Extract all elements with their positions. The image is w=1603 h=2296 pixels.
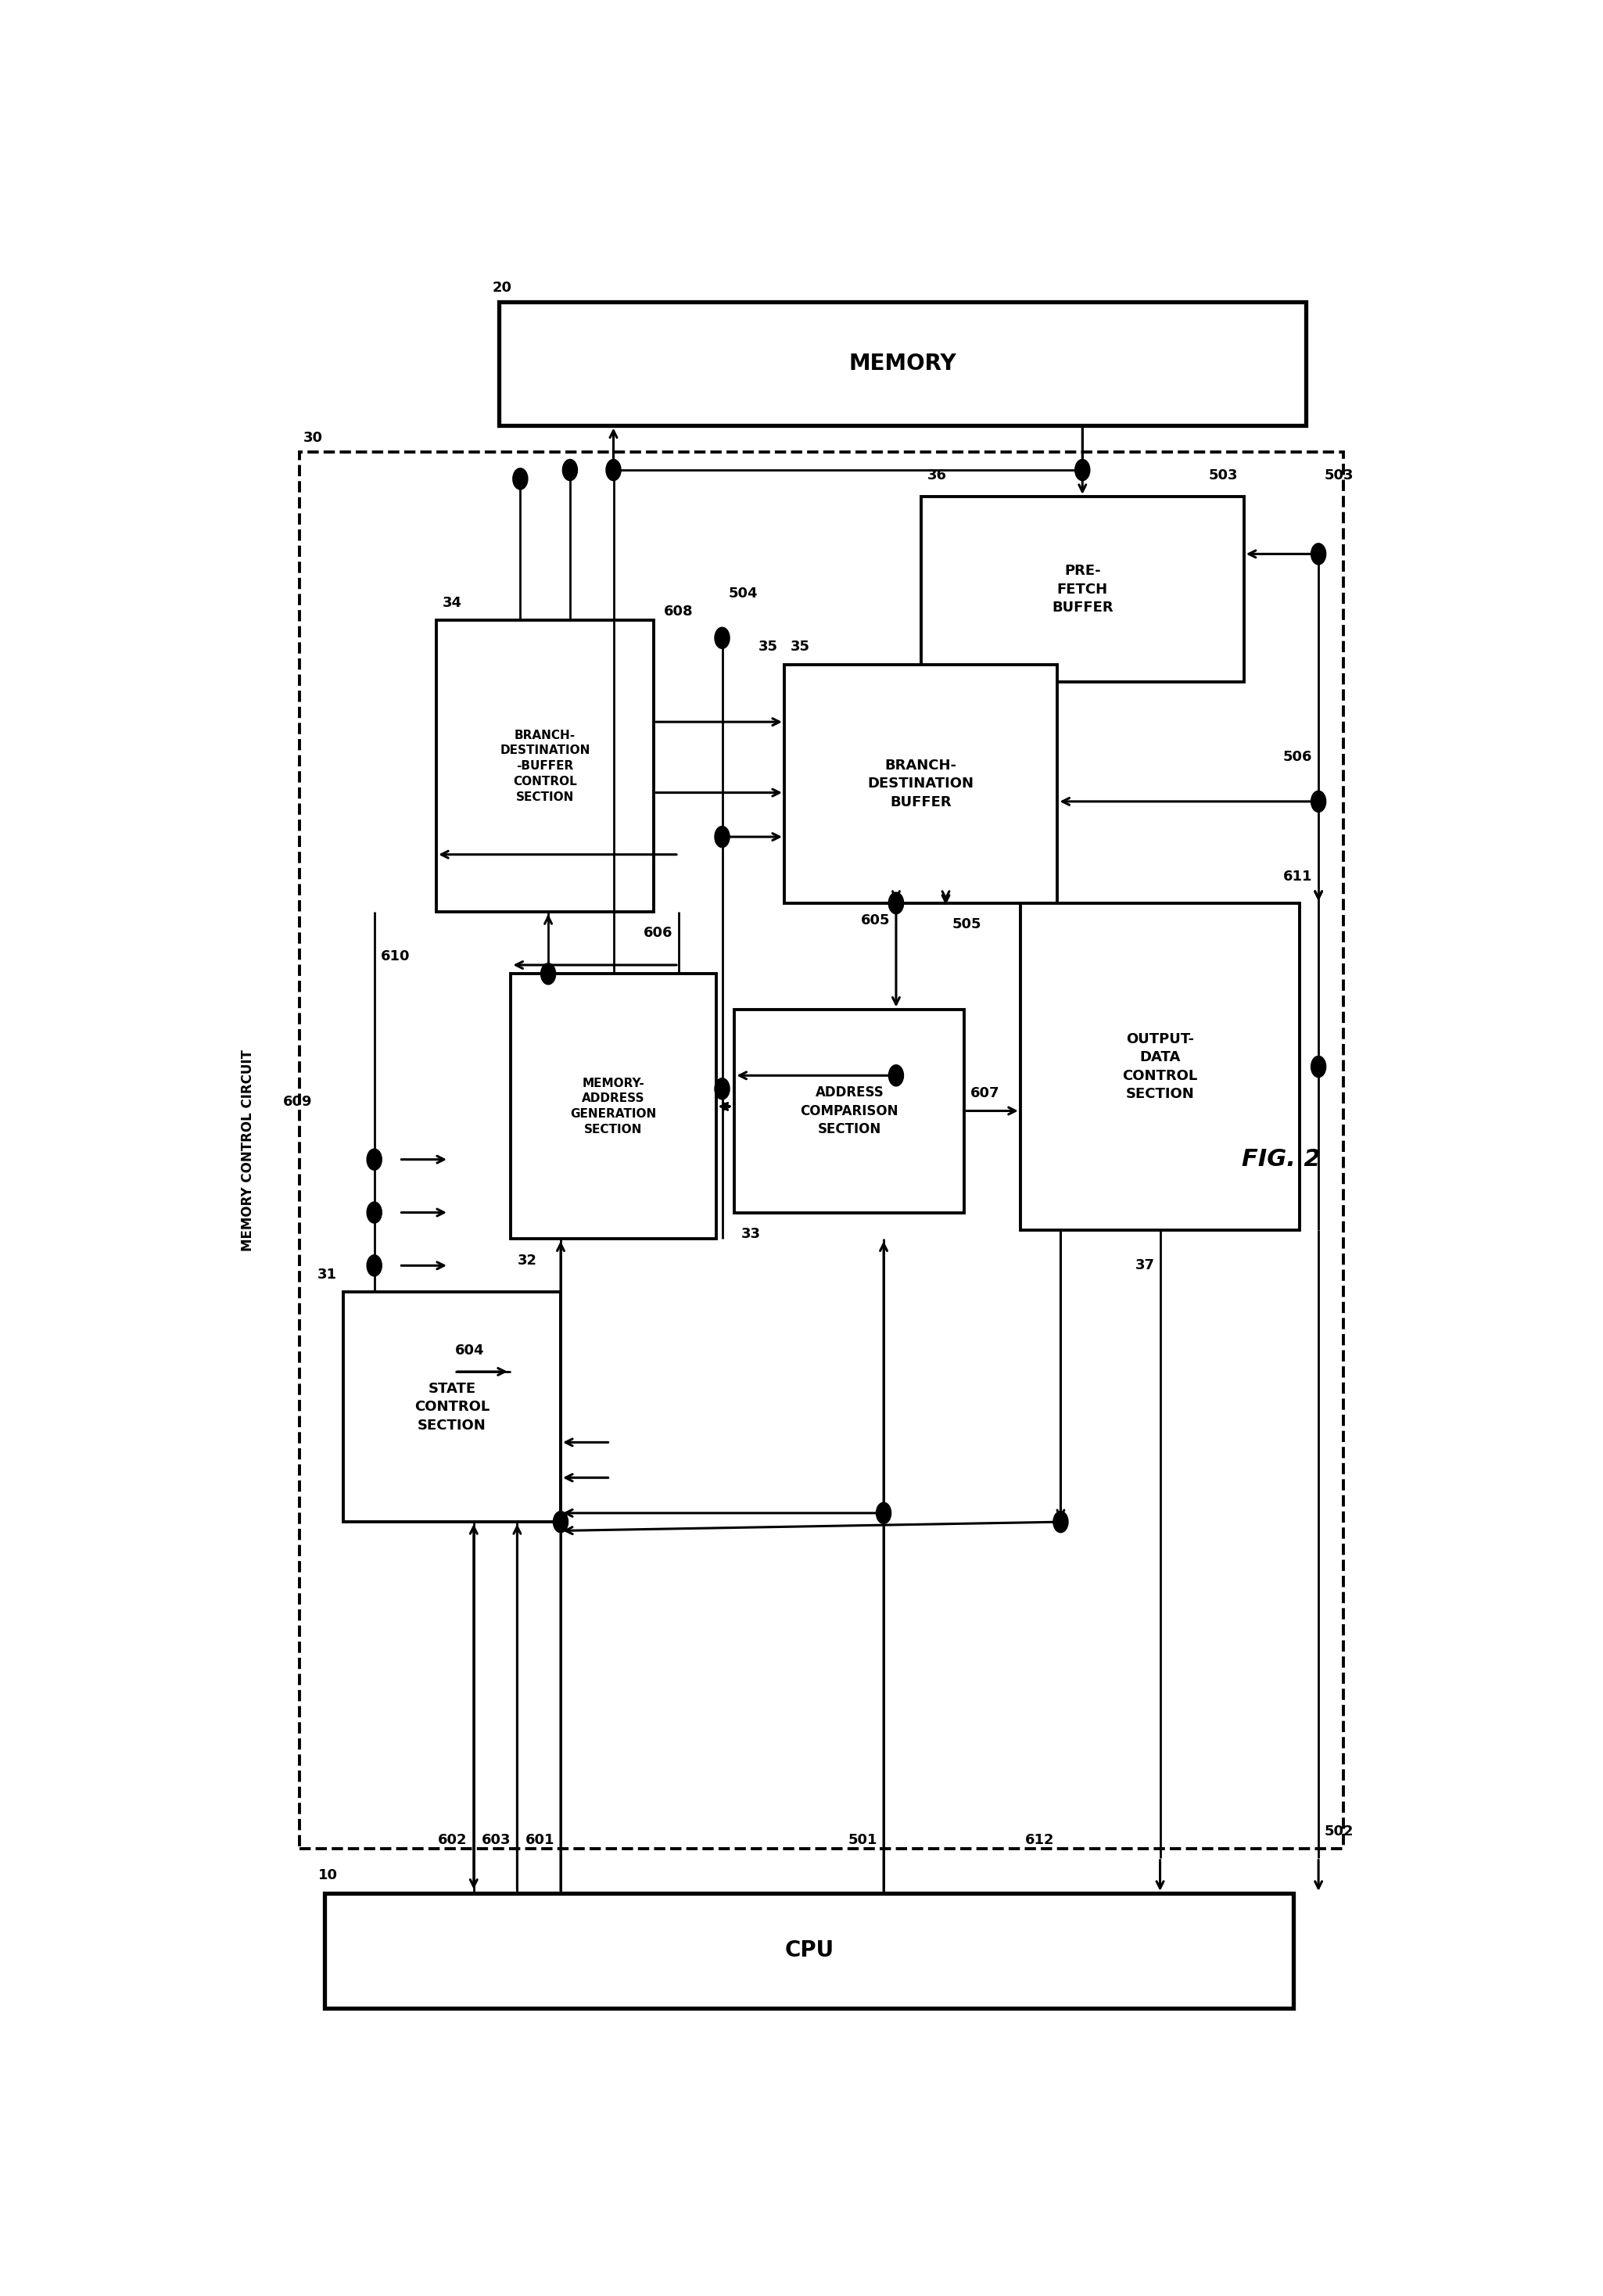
- Text: 604: 604: [455, 1343, 484, 1357]
- Circle shape: [888, 893, 904, 914]
- Bar: [511, 974, 717, 1240]
- Text: 609: 609: [282, 1095, 313, 1109]
- Text: 34: 34: [442, 595, 462, 611]
- Text: 505: 505: [952, 918, 981, 932]
- Text: 602: 602: [438, 1832, 468, 1848]
- Text: 35: 35: [758, 641, 777, 654]
- Text: 30: 30: [303, 432, 324, 445]
- Text: 503: 503: [1209, 468, 1238, 482]
- Text: ADDRESS
COMPARISON
SECTION: ADDRESS COMPARISON SECTION: [800, 1086, 899, 1137]
- Circle shape: [553, 1511, 567, 1531]
- Circle shape: [715, 1079, 729, 1100]
- Circle shape: [1053, 1511, 1068, 1531]
- Circle shape: [888, 893, 904, 914]
- Circle shape: [1311, 1056, 1326, 1077]
- Bar: [734, 1010, 965, 1212]
- Text: 32: 32: [518, 1254, 537, 1267]
- Circle shape: [715, 627, 729, 647]
- Text: 33: 33: [741, 1226, 760, 1240]
- Text: 37: 37: [1135, 1258, 1154, 1272]
- Text: MEMORY: MEMORY: [848, 354, 955, 374]
- Text: 503: 503: [1324, 468, 1355, 482]
- Circle shape: [877, 1502, 891, 1525]
- Text: 506: 506: [1282, 751, 1313, 765]
- Text: 607: 607: [971, 1086, 1000, 1100]
- Text: FIG. 2: FIG. 2: [1242, 1148, 1321, 1171]
- Text: 601: 601: [526, 1832, 555, 1848]
- Text: BRANCH-
DESTINATION
-BUFFER
CONTROL
SECTION: BRANCH- DESTINATION -BUFFER CONTROL SECT…: [500, 730, 590, 804]
- Circle shape: [888, 1065, 904, 1086]
- Text: 608: 608: [664, 604, 692, 618]
- Circle shape: [606, 459, 620, 480]
- Bar: [920, 496, 1244, 682]
- Text: 10: 10: [319, 1869, 338, 1883]
- Bar: [436, 620, 654, 912]
- Bar: [499, 303, 1306, 425]
- Bar: [343, 1293, 561, 1522]
- Text: 606: 606: [643, 925, 673, 941]
- Text: 605: 605: [861, 914, 890, 928]
- Text: MEMORY-
ADDRESS
GENERATION
SECTION: MEMORY- ADDRESS GENERATION SECTION: [571, 1077, 657, 1137]
- Text: PRE-
FETCH
BUFFER: PRE- FETCH BUFFER: [1052, 565, 1112, 615]
- Bar: [784, 664, 1058, 902]
- Text: 20: 20: [492, 280, 511, 294]
- Circle shape: [513, 468, 527, 489]
- Text: BRANCH-
DESTINATION
BUFFER: BRANCH- DESTINATION BUFFER: [867, 758, 975, 808]
- Bar: [324, 1894, 1294, 2009]
- Text: 603: 603: [481, 1832, 511, 1848]
- Text: OUTPUT-
DATA
CONTROL
SECTION: OUTPUT- DATA CONTROL SECTION: [1122, 1031, 1197, 1102]
- Circle shape: [367, 1201, 382, 1224]
- Text: 36: 36: [927, 468, 947, 482]
- Circle shape: [367, 1148, 382, 1171]
- Bar: [300, 452, 1343, 1848]
- Circle shape: [1311, 790, 1326, 813]
- Text: 501: 501: [848, 1832, 877, 1848]
- Text: 504: 504: [728, 588, 758, 602]
- Text: 502: 502: [1324, 1825, 1355, 1839]
- Circle shape: [540, 964, 556, 985]
- Text: 31: 31: [317, 1267, 337, 1281]
- Text: STATE
CONTROL
SECTION: STATE CONTROL SECTION: [414, 1382, 489, 1433]
- Text: MEMORY CONTROL CIRCUIT: MEMORY CONTROL CIRCUIT: [240, 1049, 255, 1251]
- Bar: [1021, 902, 1300, 1231]
- Circle shape: [715, 827, 729, 847]
- Circle shape: [367, 1256, 382, 1277]
- Text: 35: 35: [790, 641, 810, 654]
- Text: 610: 610: [380, 948, 410, 964]
- Circle shape: [1076, 459, 1090, 480]
- Circle shape: [563, 459, 577, 480]
- Text: 612: 612: [1026, 1832, 1055, 1848]
- Circle shape: [1311, 544, 1326, 565]
- Text: CPU: CPU: [784, 1940, 834, 1961]
- Text: 611: 611: [1282, 870, 1313, 884]
